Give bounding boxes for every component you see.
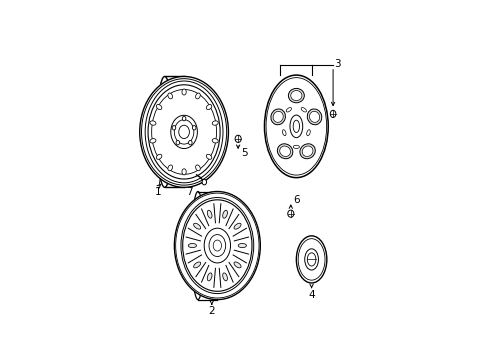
Ellipse shape (188, 140, 192, 145)
Ellipse shape (304, 249, 318, 270)
Ellipse shape (175, 193, 259, 298)
Ellipse shape (301, 108, 306, 112)
Text: 1: 1 (154, 187, 161, 197)
Ellipse shape (290, 91, 301, 100)
Ellipse shape (282, 130, 285, 136)
Ellipse shape (212, 139, 218, 143)
Ellipse shape (207, 273, 212, 281)
Ellipse shape (207, 210, 212, 218)
Ellipse shape (288, 89, 304, 103)
Ellipse shape (329, 110, 335, 117)
Ellipse shape (289, 115, 302, 138)
Ellipse shape (293, 145, 299, 148)
Ellipse shape (156, 104, 162, 109)
Ellipse shape (156, 76, 172, 187)
Ellipse shape (193, 223, 200, 229)
Ellipse shape (296, 236, 326, 283)
Ellipse shape (172, 126, 175, 130)
Ellipse shape (277, 144, 292, 159)
Ellipse shape (279, 146, 290, 157)
Ellipse shape (204, 228, 230, 263)
Ellipse shape (235, 135, 241, 143)
Ellipse shape (167, 165, 172, 171)
Text: 4: 4 (307, 290, 314, 300)
Ellipse shape (213, 240, 221, 251)
Ellipse shape (181, 198, 253, 294)
Ellipse shape (222, 210, 227, 218)
Ellipse shape (167, 93, 172, 99)
Ellipse shape (174, 120, 193, 144)
Ellipse shape (151, 90, 216, 174)
Ellipse shape (179, 125, 189, 139)
Ellipse shape (176, 140, 179, 145)
Ellipse shape (306, 253, 315, 266)
Ellipse shape (206, 104, 211, 109)
Ellipse shape (272, 111, 283, 122)
Ellipse shape (191, 192, 204, 300)
Ellipse shape (156, 154, 162, 159)
Ellipse shape (182, 116, 185, 121)
Ellipse shape (309, 111, 319, 122)
Ellipse shape (148, 85, 220, 179)
Text: 5: 5 (241, 148, 247, 158)
Ellipse shape (222, 273, 227, 281)
Ellipse shape (287, 210, 293, 217)
Ellipse shape (188, 243, 196, 248)
Ellipse shape (293, 120, 299, 132)
Ellipse shape (233, 223, 241, 229)
Text: 2: 2 (208, 306, 215, 316)
Ellipse shape (270, 109, 285, 125)
Ellipse shape (233, 262, 241, 268)
Ellipse shape (302, 146, 312, 157)
Ellipse shape (150, 121, 156, 125)
Ellipse shape (265, 78, 326, 175)
Ellipse shape (150, 139, 156, 143)
Ellipse shape (145, 81, 223, 183)
Ellipse shape (202, 179, 206, 185)
Ellipse shape (141, 79, 226, 185)
Ellipse shape (182, 89, 186, 95)
Ellipse shape (192, 126, 196, 130)
Ellipse shape (182, 169, 186, 175)
Ellipse shape (306, 109, 321, 125)
Ellipse shape (298, 239, 325, 280)
Text: 6: 6 (293, 195, 300, 205)
Ellipse shape (140, 76, 228, 187)
Ellipse shape (203, 193, 219, 298)
Ellipse shape (264, 75, 327, 177)
Ellipse shape (208, 235, 225, 257)
Text: 3: 3 (333, 59, 340, 69)
Ellipse shape (238, 243, 246, 248)
Ellipse shape (206, 154, 211, 159)
Ellipse shape (195, 165, 200, 171)
Ellipse shape (195, 93, 200, 99)
Ellipse shape (193, 262, 200, 268)
Text: 7: 7 (185, 186, 192, 197)
Ellipse shape (170, 115, 197, 149)
Ellipse shape (299, 144, 315, 159)
Ellipse shape (174, 192, 260, 300)
Ellipse shape (212, 121, 218, 125)
Ellipse shape (285, 108, 291, 112)
Ellipse shape (183, 200, 251, 291)
Ellipse shape (306, 130, 309, 136)
